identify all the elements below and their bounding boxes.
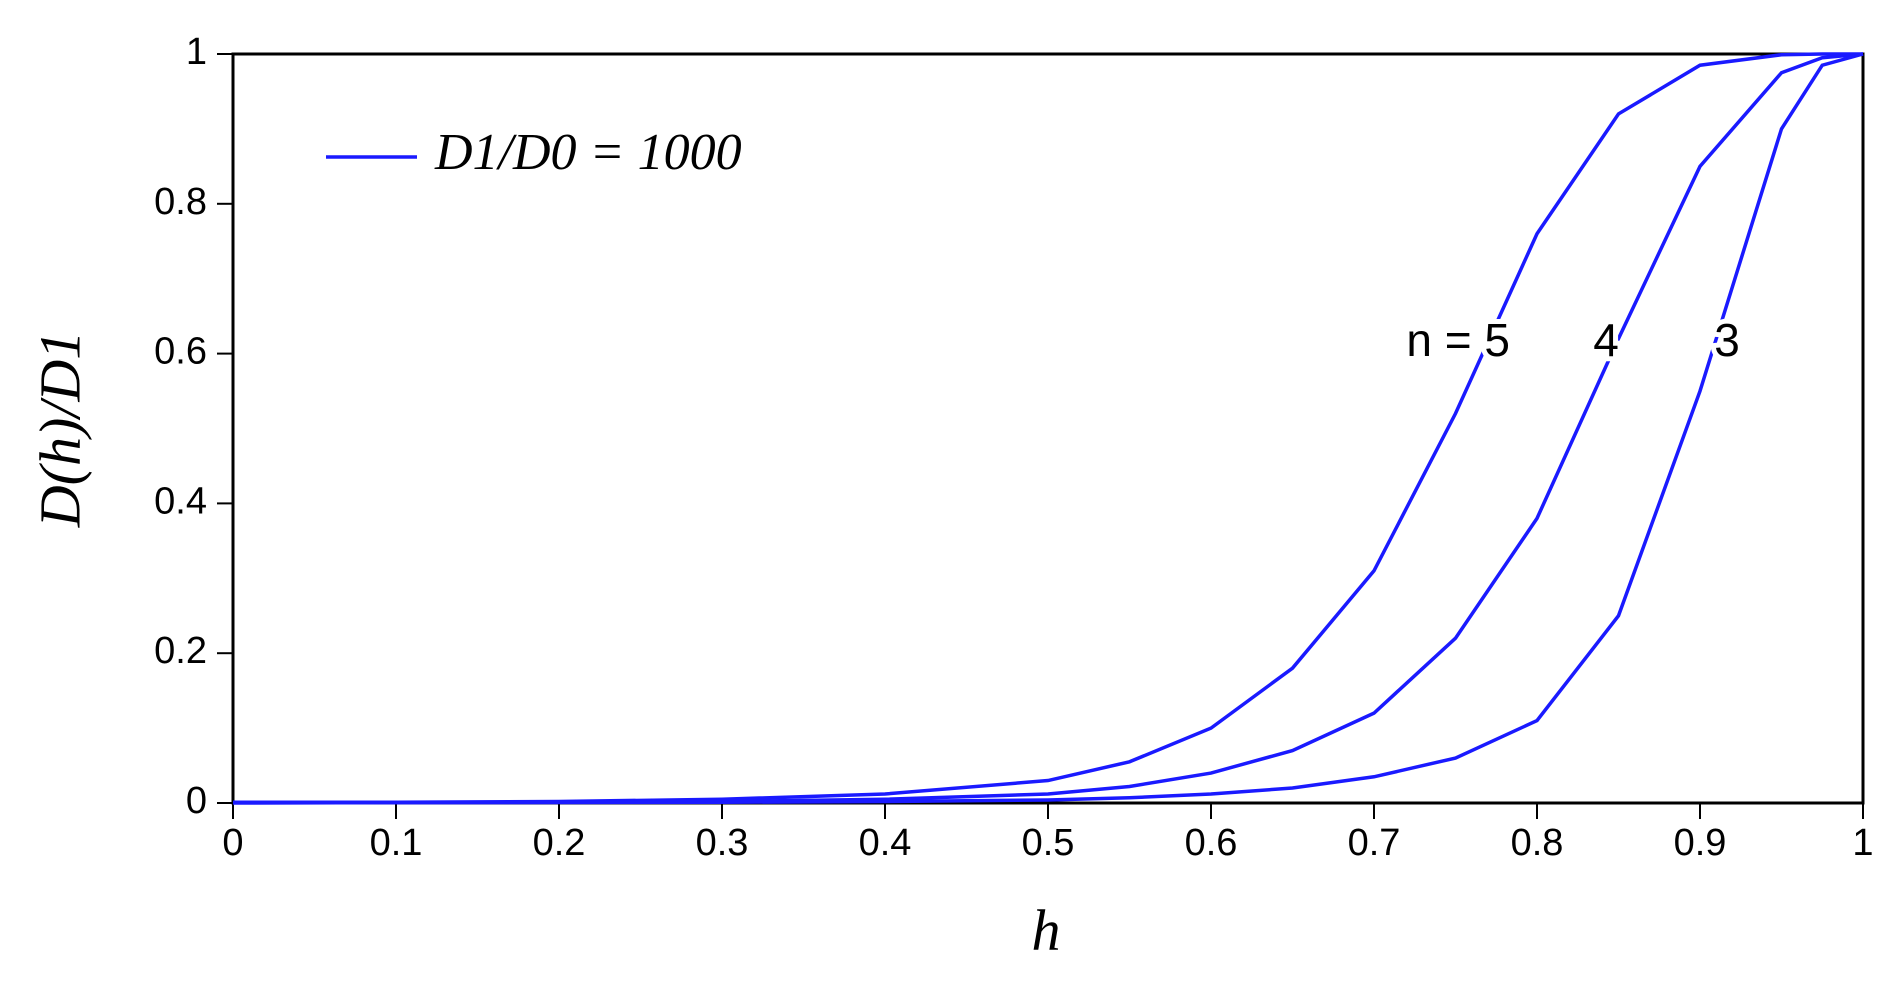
x-tick-label: 0.9 <box>1674 822 1727 864</box>
curve-label: n = 5 <box>1406 314 1510 366</box>
y-tick-label: 0 <box>186 780 207 822</box>
x-tick-label: 0 <box>222 822 243 864</box>
series-line <box>232 52 1864 805</box>
x-tick-label: 0.4 <box>859 822 912 864</box>
x-tick-label: 1 <box>1852 822 1873 864</box>
y-tick-label: 0.4 <box>154 480 207 522</box>
y-tick-label: 0.2 <box>154 630 207 672</box>
y-tick-label: 1 <box>186 31 207 73</box>
x-tick-label: 0.3 <box>696 822 749 864</box>
y-tick-label: 0.8 <box>154 181 207 223</box>
x-tick-label: 0.5 <box>1022 822 1075 864</box>
legend-label: D1/D0 = 1000 <box>434 124 742 181</box>
curve-label: 3 <box>1714 314 1740 366</box>
x-tick-label: 0.8 <box>1511 822 1564 864</box>
x-tick-label: 0.2 <box>533 822 586 864</box>
curve-label: 4 <box>1593 314 1619 366</box>
x-tick-label: 0.7 <box>1348 822 1401 864</box>
y-tick-label: 0.6 <box>154 331 207 373</box>
x-tick-label: 0.6 <box>1185 822 1238 864</box>
x-axis-label: h <box>1032 897 1061 962</box>
y-axis-label: D(h)/D1 <box>27 331 92 529</box>
x-tick-label: 0.1 <box>370 822 423 864</box>
